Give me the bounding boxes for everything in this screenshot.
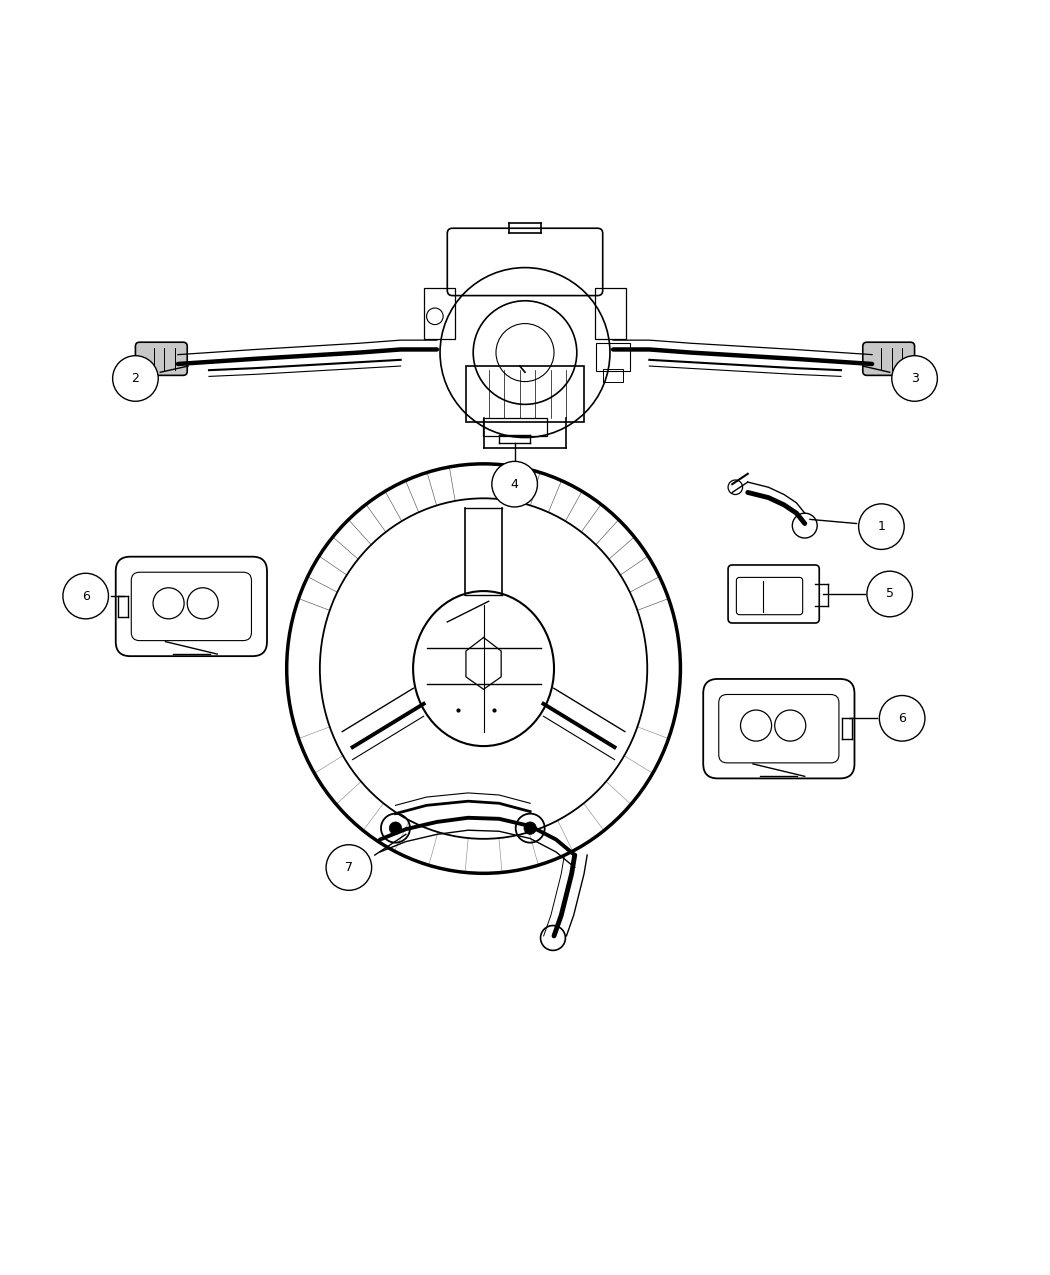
- Circle shape: [112, 356, 159, 402]
- Text: 7: 7: [344, 861, 353, 875]
- Circle shape: [390, 822, 402, 834]
- Circle shape: [879, 696, 925, 741]
- FancyBboxPatch shape: [135, 342, 187, 375]
- Circle shape: [524, 822, 537, 834]
- Text: 6: 6: [898, 711, 906, 724]
- Circle shape: [63, 574, 108, 618]
- Text: 3: 3: [910, 372, 919, 385]
- Circle shape: [867, 571, 912, 617]
- Circle shape: [327, 845, 372, 890]
- Text: 6: 6: [82, 589, 89, 603]
- Text: 2: 2: [131, 372, 140, 385]
- FancyBboxPatch shape: [863, 342, 915, 375]
- Text: 4: 4: [510, 478, 519, 491]
- Text: 5: 5: [886, 588, 894, 601]
- Circle shape: [859, 504, 904, 550]
- Circle shape: [491, 462, 538, 507]
- Circle shape: [891, 356, 938, 402]
- Text: 1: 1: [878, 520, 885, 533]
